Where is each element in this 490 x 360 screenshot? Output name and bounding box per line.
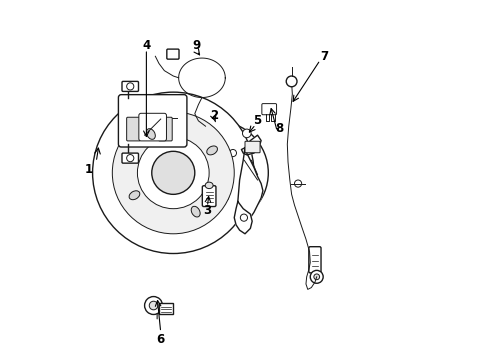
Circle shape (152, 151, 195, 194)
Text: 1: 1 (85, 163, 93, 176)
Ellipse shape (218, 165, 233, 174)
Ellipse shape (129, 191, 140, 200)
FancyBboxPatch shape (119, 95, 187, 147)
Polygon shape (242, 135, 261, 155)
Polygon shape (238, 148, 263, 220)
Circle shape (243, 129, 251, 138)
Circle shape (112, 112, 234, 234)
Circle shape (229, 149, 237, 157)
Circle shape (126, 83, 134, 90)
Circle shape (149, 301, 158, 310)
Circle shape (126, 154, 134, 162)
FancyBboxPatch shape (262, 104, 276, 115)
Circle shape (310, 270, 323, 283)
FancyBboxPatch shape (167, 49, 179, 59)
FancyBboxPatch shape (245, 141, 260, 153)
Text: 6: 6 (157, 333, 165, 346)
Ellipse shape (207, 146, 218, 155)
FancyBboxPatch shape (159, 303, 173, 315)
Text: 4: 4 (142, 39, 150, 52)
Circle shape (221, 194, 229, 201)
Circle shape (164, 121, 269, 225)
FancyBboxPatch shape (122, 81, 139, 91)
FancyBboxPatch shape (309, 247, 321, 273)
FancyBboxPatch shape (202, 186, 216, 207)
Circle shape (286, 76, 297, 87)
Circle shape (182, 139, 250, 207)
Polygon shape (234, 202, 252, 234)
Text: 3: 3 (203, 204, 211, 217)
Circle shape (187, 165, 195, 172)
Circle shape (294, 180, 302, 187)
Circle shape (137, 137, 209, 209)
Text: 5: 5 (253, 114, 262, 127)
Text: 8: 8 (275, 122, 283, 135)
Text: 7: 7 (320, 50, 328, 63)
Text: 2: 2 (211, 109, 219, 122)
Ellipse shape (205, 182, 213, 189)
Circle shape (93, 92, 254, 253)
Text: 9: 9 (193, 39, 201, 52)
Ellipse shape (147, 129, 155, 139)
Circle shape (198, 155, 234, 191)
Ellipse shape (191, 206, 200, 217)
FancyBboxPatch shape (159, 117, 172, 141)
Circle shape (145, 297, 163, 315)
Circle shape (240, 214, 247, 221)
Circle shape (314, 274, 319, 280)
FancyBboxPatch shape (122, 153, 139, 163)
FancyBboxPatch shape (126, 117, 140, 141)
FancyBboxPatch shape (139, 113, 167, 141)
